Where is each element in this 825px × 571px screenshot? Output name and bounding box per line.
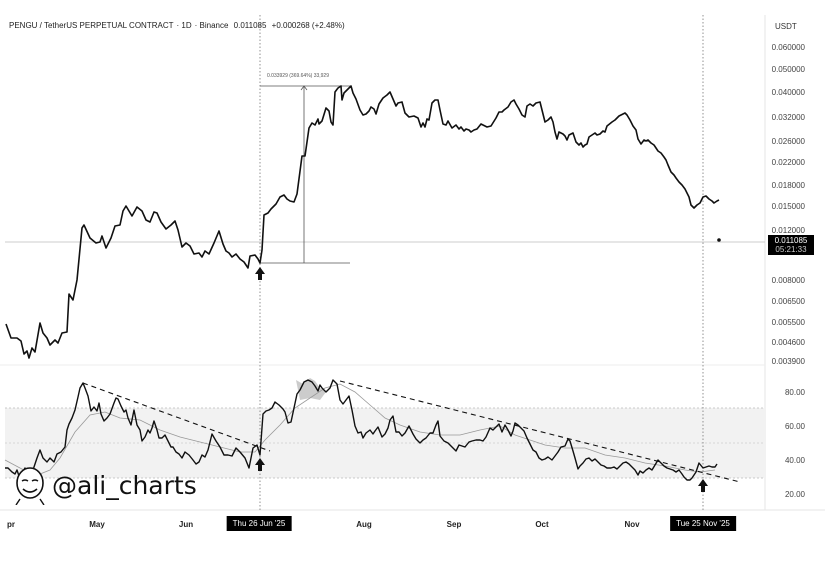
exchange: Binance [199, 21, 229, 30]
price-axis-label: 0.022000 [771, 158, 805, 167]
price-axis-label: 0.050000 [771, 65, 805, 74]
up-arrow-icon [255, 458, 265, 471]
price-axis-label: 0.006500 [771, 297, 805, 306]
time-axis-label: May [89, 520, 105, 529]
up-arrow-icon [698, 479, 708, 492]
price-axis-label: 0.040000 [771, 88, 805, 97]
time-axis-label: pr [7, 520, 15, 529]
price-axis-label: 0.026000 [771, 137, 805, 146]
price-tag-countdown: 05:21:33 [775, 245, 807, 254]
rsi-axis-label: 40.00 [784, 456, 805, 465]
time-axis-label: Nov [624, 520, 640, 529]
rsi-trendline-1 [82, 382, 271, 452]
interval: 1D [181, 21, 192, 30]
price-axis-label: 0.004600 [771, 338, 805, 347]
crosshair-date-label: Thu 26 Jun '25 [226, 516, 292, 531]
rsi-trendline-2 [339, 380, 741, 483]
price-axis-label: 0.060000 [771, 43, 805, 52]
up-arrow-icon [255, 267, 265, 280]
time-axis-label: Jun [178, 520, 194, 529]
symbol-title: PENGU / TetherUS PERPETUAL CONTRACT [9, 21, 174, 30]
brand-handle: @ali_charts [52, 470, 197, 500]
last-price: 0.011085 [233, 21, 267, 30]
time-axis-label: Aug [356, 520, 372, 529]
avatar-icon [15, 467, 45, 505]
rsi-line [5, 379, 718, 481]
chart-header: PENGU / TetherUS PERPETUAL CONTRACT · 1D ·… [9, 21, 345, 30]
price-axis-label: 0.008000 [771, 276, 805, 285]
price-axis-label: 0.018000 [771, 181, 805, 190]
price-line [5, 85, 720, 359]
rsi-axis-label: 80.00 [784, 388, 805, 397]
rsi-ma-line [4, 383, 716, 477]
rsi-axis-label: 60.00 [784, 422, 805, 431]
currency-label: USDT [775, 22, 797, 31]
last-price-tag: 0.011085 05:21:33 [768, 235, 814, 255]
price-change: +0.000268 (+2.48%) [271, 21, 345, 30]
price-axis-label: 0.005500 [771, 318, 805, 327]
measure-label: 0.033929 (369.64%) 33,929 [267, 73, 329, 79]
time-axis-label: Sep [446, 520, 462, 529]
price-axis-label: 0.015000 [771, 202, 805, 211]
last-price-dot [717, 238, 721, 242]
price-axis-label: 0.012000 [771, 226, 805, 235]
time-axis-label: Oct [535, 520, 549, 529]
price-axis-label: 0.032000 [771, 113, 805, 122]
price-tag-value: 0.011085 [774, 236, 808, 245]
crosshair-date-label: Tue 25 Nov '25 [670, 516, 736, 531]
brand-watermark: @ali_charts [12, 465, 197, 505]
price-axis-label: 0.003900 [771, 357, 805, 366]
rsi-axis-label: 20.00 [784, 490, 805, 499]
